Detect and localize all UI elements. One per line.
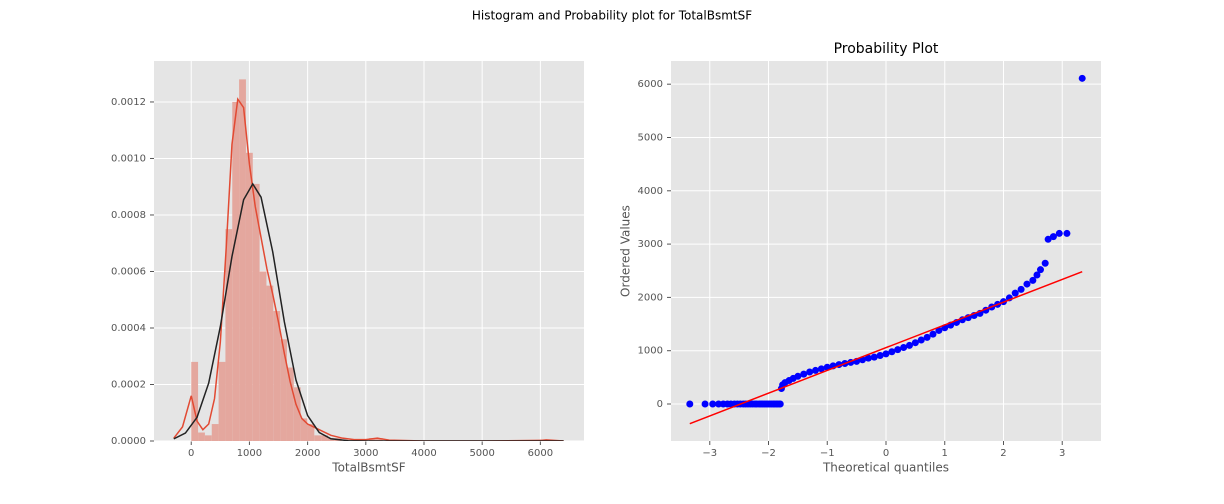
point xyxy=(1044,235,1052,243)
y-tick-label: 4000 xyxy=(638,186,663,197)
x-tick-label: 1 xyxy=(942,448,948,459)
bar xyxy=(327,438,335,441)
line xyxy=(689,270,1083,425)
point xyxy=(701,400,709,408)
x-tick-label: 0 xyxy=(188,448,194,459)
bar xyxy=(191,361,199,441)
figure-title: Histogram and Probability plot for Total… xyxy=(472,9,752,23)
y-tick-label: 5000 xyxy=(638,132,663,143)
x-tick-label: 0 xyxy=(883,448,889,459)
point xyxy=(888,348,896,356)
y-tick-label: 2000 xyxy=(638,292,663,303)
point xyxy=(911,339,919,347)
point xyxy=(1063,229,1071,237)
x-tick-label: 6000 xyxy=(528,448,553,459)
bar xyxy=(218,361,226,441)
bar xyxy=(204,435,212,441)
bar xyxy=(232,101,240,441)
point xyxy=(935,326,943,334)
y-tick-label: 0.0012 xyxy=(111,97,146,108)
plot-marks xyxy=(686,74,1086,425)
bar xyxy=(252,183,260,441)
point xyxy=(1029,276,1037,284)
line xyxy=(173,97,564,441)
y-tick-label: 0 xyxy=(657,399,663,410)
y-tick-label: 6000 xyxy=(638,79,663,90)
bar xyxy=(239,79,246,441)
point xyxy=(882,350,890,358)
y-tick-label: 0.0004 xyxy=(111,323,146,334)
y-tick-label: 0.0010 xyxy=(111,153,146,164)
point xyxy=(1023,280,1031,288)
bar xyxy=(245,152,253,441)
point xyxy=(709,400,717,408)
bar xyxy=(273,311,281,441)
x-tick-label: −2 xyxy=(761,448,776,459)
point xyxy=(806,368,814,376)
bar xyxy=(369,438,376,441)
x-tick-label: 3 xyxy=(1059,448,1065,459)
bar xyxy=(307,424,315,441)
point xyxy=(776,400,784,408)
point xyxy=(800,370,808,378)
x-tick-label: 2000 xyxy=(295,448,320,459)
point xyxy=(1011,289,1019,297)
point xyxy=(1041,259,1049,267)
point xyxy=(1049,233,1057,241)
x-axis-label: Theoretical quantiles xyxy=(822,461,949,475)
point xyxy=(1036,266,1044,274)
x-tick-label: −1 xyxy=(820,448,835,459)
bar xyxy=(211,424,219,441)
point xyxy=(1033,271,1041,279)
bar xyxy=(286,367,294,441)
x-axis-label: TotalBsmtSF xyxy=(331,461,406,475)
point xyxy=(812,366,820,374)
bar xyxy=(266,285,274,441)
y-tick-label: 0.0002 xyxy=(111,379,146,390)
x-tick-label: 2 xyxy=(1000,448,1006,459)
bar xyxy=(280,339,287,441)
y-tick-label: 0.0000 xyxy=(111,436,146,447)
point xyxy=(870,353,878,361)
line xyxy=(173,182,564,441)
plot-marks xyxy=(173,79,564,441)
bar xyxy=(225,229,233,441)
bar xyxy=(314,435,322,441)
bar xyxy=(293,387,301,441)
point xyxy=(817,365,825,373)
x-tick-label: −3 xyxy=(702,448,717,459)
x-tick-label: 3000 xyxy=(353,448,378,459)
point xyxy=(876,352,884,360)
x-tick-label: 1000 xyxy=(237,448,262,459)
y-tick-label: 3000 xyxy=(638,239,663,250)
point xyxy=(686,400,694,408)
x-tick-label: 5000 xyxy=(469,448,494,459)
y-axis-label: Ordered Values xyxy=(619,205,633,297)
bar xyxy=(375,438,383,441)
point xyxy=(1078,74,1086,82)
bar xyxy=(198,432,205,441)
point xyxy=(929,330,937,338)
bar xyxy=(321,435,328,441)
point xyxy=(917,336,925,344)
point xyxy=(794,372,802,380)
point xyxy=(905,341,913,349)
bar xyxy=(300,418,308,441)
x-tick-label: 4000 xyxy=(411,448,436,459)
point xyxy=(923,333,931,341)
point xyxy=(900,344,908,352)
y-tick-label: 1000 xyxy=(638,346,663,357)
point xyxy=(894,346,902,354)
bar xyxy=(259,271,267,441)
y-tick-label: 0.0006 xyxy=(111,266,146,277)
point xyxy=(1055,229,1063,237)
chart-title: Probability Plot xyxy=(834,41,939,57)
y-tick-label: 0.0008 xyxy=(111,210,146,221)
point xyxy=(864,354,872,362)
point xyxy=(1017,285,1025,293)
